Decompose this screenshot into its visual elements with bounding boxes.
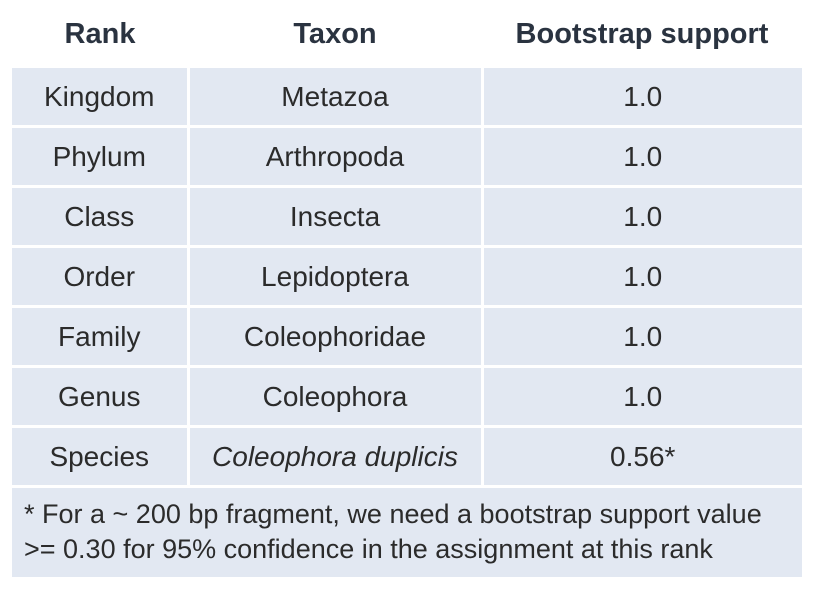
- cell-taxon: Lepidoptera: [186, 245, 482, 307]
- cell-taxon: Insecta: [186, 185, 482, 247]
- table-row: Family Coleophoridae 1.0: [12, 305, 802, 367]
- cell-rank: Class: [12, 185, 188, 247]
- taxonomy-table-container: Rank Taxon Bootstrap support Kingdom Met…: [12, 0, 802, 577]
- table-row: Species Coleophora duplicis 0.56*: [12, 425, 802, 485]
- cell-rank: Species: [12, 425, 188, 485]
- cell-bootstrap: 1.0: [480, 68, 802, 127]
- cell-bootstrap: 1.0: [480, 185, 802, 247]
- cell-taxon: Arthropoda: [186, 125, 482, 187]
- table-row: Phylum Arthropoda 1.0: [12, 125, 802, 187]
- table-row: Genus Coleophora 1.0: [12, 365, 802, 427]
- cell-rank: Genus: [12, 365, 188, 427]
- table-row: Class Insecta 1.0: [12, 185, 802, 247]
- table-row: Order Lepidoptera 1.0: [12, 245, 802, 307]
- table-body: Kingdom Metazoa 1.0 Phylum Arthropoda 1.…: [12, 68, 802, 485]
- taxonomy-table: Rank Taxon Bootstrap support Kingdom Met…: [12, 0, 802, 485]
- cell-rank: Family: [12, 305, 188, 367]
- cell-taxon: Metazoa: [186, 68, 482, 127]
- header-row: Rank Taxon Bootstrap support: [12, 0, 802, 68]
- cell-bootstrap: 1.0: [480, 125, 802, 187]
- cell-bootstrap: 1.0: [480, 365, 802, 427]
- cell-bootstrap: 0.56*: [480, 425, 802, 485]
- cell-taxon: Coleophora: [186, 365, 482, 427]
- header-rank: Rank: [12, 0, 188, 68]
- table-row: Kingdom Metazoa 1.0: [12, 68, 802, 127]
- table-header: Rank Taxon Bootstrap support: [12, 0, 802, 68]
- cell-taxon: Coleophoridae: [186, 305, 482, 367]
- header-bootstrap-support: Bootstrap support: [482, 0, 802, 68]
- cell-taxon: Coleophora duplicis: [186, 425, 482, 485]
- table-footnote: * For a ~ 200 bp fragment, we need a boo…: [12, 485, 802, 577]
- cell-rank: Order: [12, 245, 188, 307]
- cell-rank: Kingdom: [12, 68, 188, 127]
- header-taxon: Taxon: [188, 0, 482, 68]
- cell-rank: Phylum: [12, 125, 188, 187]
- cell-bootstrap: 1.0: [480, 305, 802, 367]
- cell-bootstrap: 1.0: [480, 245, 802, 307]
